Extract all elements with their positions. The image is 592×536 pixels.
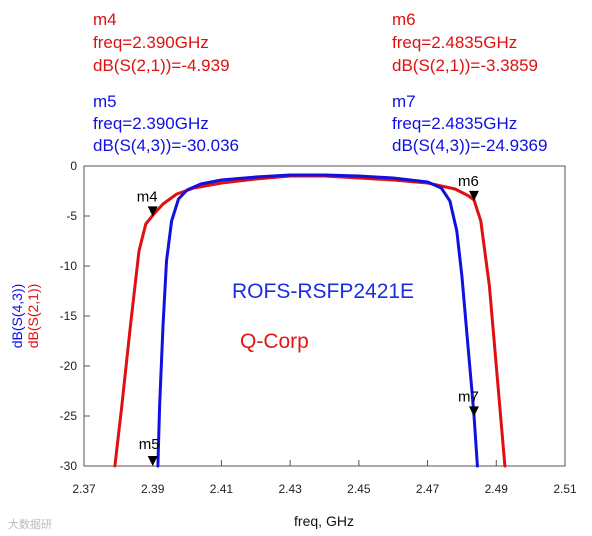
marker-m5-triangle — [147, 456, 158, 466]
readout-m4-name: m4 — [93, 10, 117, 29]
x-tick-label: 2.43 — [278, 482, 302, 496]
y-tick-label: -25 — [60, 409, 78, 423]
y-tick-label: -5 — [66, 209, 77, 223]
annotation-part-number: ROFS-RSFP2421E — [232, 280, 414, 303]
y-tick-label: -10 — [60, 259, 78, 273]
readout-m6-value: dB(S(2,1))=-3.3859 — [392, 56, 538, 75]
readout-m4-freq: freq=2.390GHz — [93, 33, 209, 52]
series-layer — [113, 173, 507, 468]
annotation-company: Q-Corp — [240, 330, 309, 353]
marker-readout-m5: m5 freq=2.390GHz dB(S(4,3))=-30.036 — [93, 92, 239, 155]
readout-m6-freq: freq=2.4835GHz — [392, 33, 517, 52]
marker-m7-triangle — [468, 406, 479, 417]
marker-m4-triangle — [147, 206, 158, 217]
x-tick-label: 2.37 — [72, 482, 96, 496]
y-axis-label-s21: dB(S(2,1)) — [25, 284, 41, 349]
y-tick-label: 0 — [70, 159, 77, 173]
y-tick-label: -20 — [60, 359, 78, 373]
marker-readout-m7: m7 freq=2.4835GHz dB(S(4,3))=-24.9369 — [392, 92, 547, 155]
marker-m7-label: m7 — [458, 388, 479, 405]
readout-m5-name: m5 — [93, 92, 117, 111]
x-tick-label: 2.41 — [210, 482, 234, 496]
marker-layer: m4 m5 m6 m7 — [137, 173, 479, 466]
marker-readout-m4: m4 freq=2.390GHz dB(S(2,1))=-4.939 — [93, 10, 230, 75]
y-axis-ticks: 0 -5 -10 -15 -20 -25 -30 — [60, 159, 90, 473]
y-axis-label-s43: dB(S(4,3)) — [9, 284, 25, 349]
marker-m6-triangle — [468, 190, 479, 201]
marker-m5-label: m5 — [139, 436, 160, 453]
x-tick-label: 2.51 — [553, 482, 577, 496]
x-axis-label: freq, GHz — [294, 513, 354, 529]
y-axis-label-2: dB(S(2,1)) — [25, 284, 41, 349]
readout-m6-name: m6 — [392, 10, 416, 29]
x-axis-ticks: 2.37 2.39 2.41 2.43 2.45 2.47 2.49 2.51 — [72, 460, 577, 496]
readout-m7-freq: freq=2.4835GHz — [392, 114, 517, 133]
readout-m4-value: dB(S(2,1))=-4.939 — [93, 56, 230, 75]
readout-m7-value: dB(S(4,3))=-24.9369 — [392, 136, 547, 155]
marker-m6-label: m6 — [458, 173, 479, 190]
x-tick-label: 2.49 — [485, 482, 509, 496]
watermark: 大数据研 — [8, 517, 52, 531]
marker-m4-label: m4 — [137, 188, 158, 205]
series-line-s43 — [156, 173, 479, 468]
readout-m5-freq: freq=2.390GHz — [93, 114, 209, 133]
x-tick-label: 2.39 — [141, 482, 165, 496]
y-tick-label: -30 — [60, 459, 78, 473]
x-tick-label: 2.47 — [416, 482, 440, 496]
y-axis-label: dB(S(4,3)) — [9, 284, 25, 349]
readout-m7-name: m7 — [392, 92, 416, 111]
y-tick-label: -15 — [60, 309, 78, 323]
x-tick-label: 2.45 — [347, 482, 371, 496]
marker-readout-m6: m6 freq=2.4835GHz dB(S(2,1))=-3.3859 — [392, 10, 538, 75]
readout-m5-value: dB(S(4,3))=-30.036 — [93, 136, 239, 155]
